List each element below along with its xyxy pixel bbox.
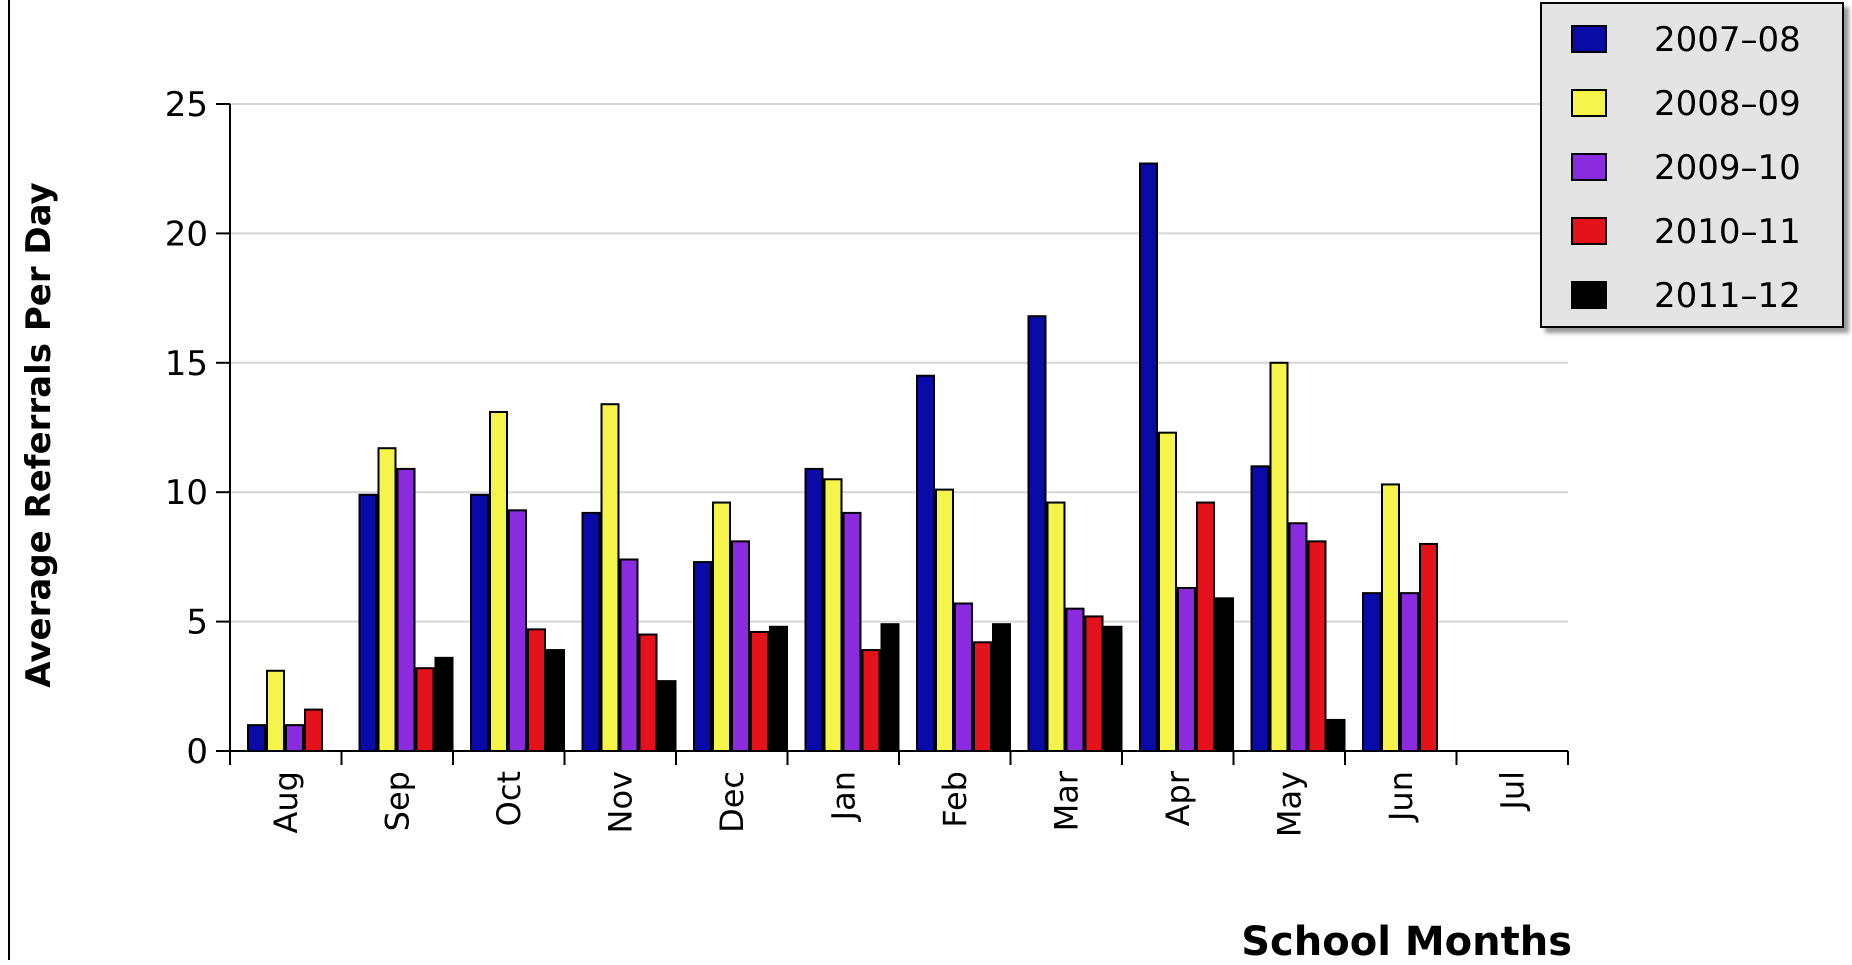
x-tick-label: Mar — [1047, 770, 1085, 831]
bar-2009-10-feb — [954, 602, 973, 753]
bar-2007-08-oct — [470, 493, 489, 752]
bar-2011-12-apr — [1215, 597, 1234, 752]
x-tick-label: Feb — [936, 771, 974, 828]
bar-2010-11-may — [1307, 540, 1327, 753]
bar-2010-11-dec — [750, 630, 769, 753]
bar-2011-12-sep — [434, 656, 454, 752]
bar-2010-11-jun — [1419, 542, 1438, 753]
bar-2010-11-feb — [973, 641, 992, 753]
legend-label: 2009–10 — [1654, 148, 1801, 188]
legend-item: 2010–11 — [1542, 208, 1842, 254]
x-tick-label: Sep — [378, 771, 416, 831]
bar-2011-12-feb — [992, 623, 1011, 752]
bar-2008-09-jun — [1381, 483, 1400, 752]
bar-2007-08-aug — [247, 724, 266, 752]
bar-2010-11-sep — [415, 667, 435, 753]
bar-2009-10-sep — [396, 467, 416, 752]
legend: 2007–08 2008–09 2009–10 2010–11 2011–12 — [1540, 2, 1844, 328]
y-tick-label: 25 — [165, 85, 208, 125]
bar-2008-09-may — [1269, 361, 1289, 752]
bar-2007-08-apr — [1139, 162, 1158, 753]
bar-2011-12-jan — [880, 623, 900, 752]
bar-2009-10-jan — [842, 511, 862, 752]
bar-2008-09-sep — [377, 447, 397, 752]
legend-swatch — [1571, 89, 1607, 117]
bar-2007-08-sep — [358, 493, 378, 752]
bar-2007-08-jun — [1362, 592, 1381, 753]
bar-2007-08-nov — [581, 511, 601, 752]
tick-labels: 0 5 10 15 20 25 Aug Sep Oct Nov Dec Jan Feb Mar Apr May… — [165, 85, 1532, 837]
legend-item: 2008–09 — [1542, 80, 1842, 126]
bar-2007-08-dec — [693, 561, 712, 752]
bar-2011-12-nov — [657, 680, 677, 753]
bar-2011-12-oct — [546, 649, 565, 752]
bar-2008-09-aug — [266, 669, 285, 752]
legend-item: 2011–12 — [1542, 272, 1842, 318]
legend-item: 2007–08 — [1542, 16, 1842, 62]
bar-2011-12-dec — [769, 625, 788, 752]
legend-swatch — [1571, 281, 1607, 309]
y-tick-label: 0 — [186, 732, 208, 772]
bar-2008-09-feb — [935, 488, 954, 752]
x-tick-label: Nov — [601, 771, 639, 833]
grid-lines — [230, 103, 1568, 623]
x-tick-label: Jan — [824, 771, 862, 822]
bar-2009-10-nov — [619, 558, 639, 752]
bar-2009-10-oct — [508, 509, 527, 753]
y-tick-label: 10 — [165, 473, 208, 513]
legend-label: 2008–09 — [1654, 84, 1801, 124]
x-tick-label: Aug — [267, 771, 305, 833]
bar-2008-09-mar — [1046, 501, 1066, 752]
bar-2010-11-aug — [304, 708, 323, 752]
bars — [247, 162, 1438, 753]
bar-2010-11-nov — [638, 633, 658, 752]
x-tick-label: Oct — [490, 771, 528, 826]
x-axis-label: School Months — [1241, 919, 1572, 960]
frame-left-border — [8, 0, 10, 960]
bar-2007-08-mar — [1027, 315, 1047, 752]
x-tick-label: Jun — [1382, 771, 1420, 823]
bar-2008-09-apr — [1158, 431, 1177, 752]
x-tick-label: May — [1270, 771, 1308, 837]
y-tick-label: 15 — [165, 344, 208, 384]
bar-2009-10-mar — [1065, 607, 1085, 752]
bar-2008-09-oct — [489, 410, 508, 752]
bar-2008-09-nov — [600, 403, 620, 752]
y-tick-label: 20 — [165, 214, 208, 254]
x-tick-label: Apr — [1159, 770, 1197, 826]
x-tick-label: Jul — [1493, 771, 1531, 812]
legend-label: 2011–12 — [1654, 276, 1801, 316]
bar-2009-10-jun — [1400, 592, 1419, 753]
bar-2011-12-may — [1326, 718, 1346, 752]
legend-item: 2009–10 — [1542, 144, 1842, 190]
y-tick-label: 5 — [186, 603, 208, 643]
legend-label: 2007–08 — [1654, 20, 1801, 60]
bar-2010-11-apr — [1196, 501, 1215, 752]
legend-swatch — [1571, 217, 1607, 245]
bar-2009-10-may — [1288, 522, 1308, 752]
y-axis-label: Average Referrals Per Day — [19, 182, 59, 687]
bar-2009-10-apr — [1177, 586, 1196, 752]
bar-2010-11-oct — [527, 628, 546, 753]
legend-label: 2010–11 — [1654, 212, 1801, 252]
bar-2009-10-dec — [731, 540, 750, 753]
x-tick-label: Dec — [713, 771, 751, 833]
bar-2007-08-feb — [916, 374, 935, 752]
bar-2010-11-jan — [861, 649, 881, 752]
bar-2008-09-dec — [712, 501, 731, 752]
legend-swatch — [1571, 153, 1607, 181]
bar-2010-11-mar — [1084, 615, 1104, 753]
legend-swatch — [1571, 25, 1607, 53]
bar-2011-12-mar — [1103, 625, 1123, 752]
bar-2007-08-jan — [804, 467, 824, 752]
bar-2009-10-aug — [285, 724, 304, 752]
bar-2007-08-may — [1250, 465, 1270, 752]
bar-2008-09-jan — [823, 478, 843, 752]
